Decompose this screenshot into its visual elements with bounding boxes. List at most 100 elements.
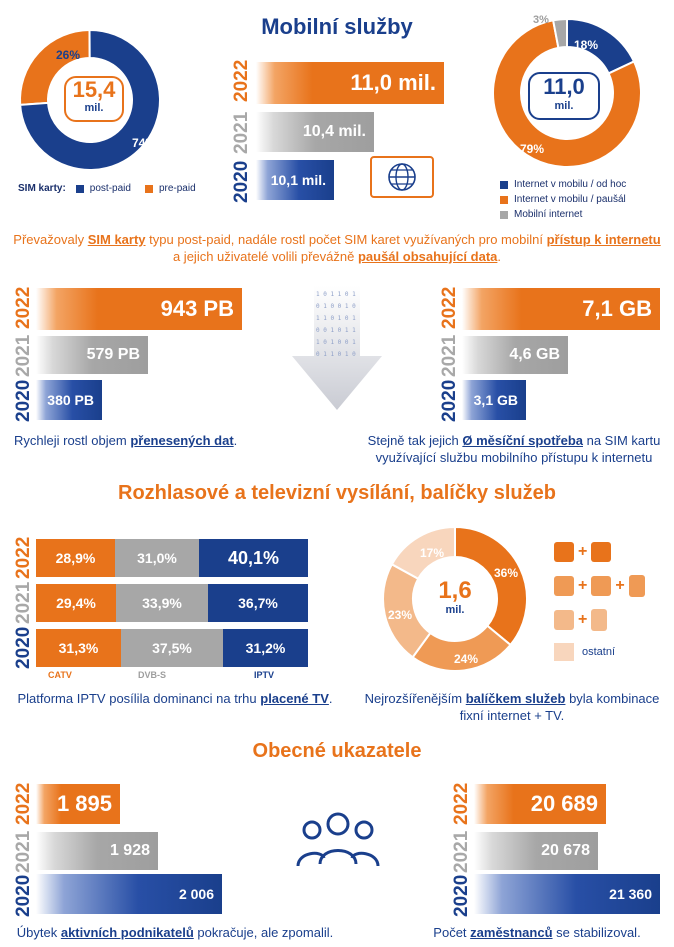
caption-consumption: Stejně tak jejich Ø měsíční spotřeba na …	[356, 432, 672, 466]
caption-link: Ø měsíční spotřeba	[462, 433, 583, 448]
internet-donut-slice-2	[551, 17, 568, 49]
section-title-tv: Rozhlasové a televizní vysílání, balíčky…	[118, 482, 556, 504]
caption-link: přenesených dat	[130, 433, 234, 448]
sim-donut-center: 15,4 mil.	[64, 76, 124, 122]
legend-row: +	[554, 540, 664, 564]
bundle-label-17: 17%	[420, 546, 445, 560]
bar-value: 11,0 mil.	[350, 70, 436, 95]
tv-icon	[591, 576, 612, 596]
data-arrow-icon: 1 0 1 1 0 1 0 1 0 0 1 0 1 1 0 1 0 1 0 0 1 …	[292, 286, 382, 410]
year-label: 2020	[451, 874, 472, 918]
tv-segment-catv: 28,9%	[36, 539, 115, 577]
bar-employees-2022: 20 689	[474, 784, 606, 824]
year-label: 2022	[13, 286, 34, 330]
svg-text:0 1 0 0 1 0: 0 1 0 0 1 0	[316, 303, 356, 310]
phone-icon	[591, 609, 608, 631]
bar-value: 943 PB	[160, 296, 234, 321]
year-label: 2022	[13, 536, 34, 579]
legend-row: +	[554, 608, 664, 632]
internet-label-pausal: 79%	[520, 142, 545, 156]
caption-iptv: Platforma IPTV posílila dominanci na trh…	[0, 690, 350, 707]
tv-segment-dvbs: 37,5%	[121, 629, 223, 667]
bar-sim-2022: 11,0 mil.	[256, 62, 444, 104]
caption-text: fixní internet + TV.	[459, 708, 565, 723]
svg-text:1 0 1 0 0 1: 1 0 1 0 0 1	[316, 339, 356, 346]
phone-icon	[628, 575, 645, 597]
svg-text:1 1 0 1 0 1: 1 1 0 1 0 1	[316, 315, 356, 322]
sim-label-postpaid: 74%	[132, 136, 157, 150]
caption-employees: Počet zaměstnanců se stabilizoval.	[400, 924, 674, 941]
year-label: 2021	[439, 334, 460, 378]
caption-text: Nejrozšířenějším	[364, 691, 466, 706]
bar-data-2022: 943 PB	[36, 288, 242, 330]
sim-legend-prepaid: pre-paid	[158, 183, 196, 194]
year-label: 2021	[13, 830, 34, 874]
caption-text: .	[497, 249, 502, 264]
tv-segment-iptv: 40,1%	[199, 539, 308, 577]
year-label: 2020	[13, 626, 34, 669]
caption-text: a jejich uživatelé volili převážně	[172, 249, 358, 264]
caption-text: Rychleji rostl objem	[14, 433, 131, 448]
bar-value: 21 360	[609, 886, 652, 902]
sim-legend-postpaid: post-paid	[89, 183, 131, 194]
bundle-donut-center: 1,6 mil.	[425, 577, 485, 617]
caption-link: přístup k internetu	[546, 232, 661, 247]
year-label: 2020	[231, 160, 252, 204]
internet-donut-slice-1	[492, 19, 642, 168]
internet-label-adhoc: 18%	[574, 38, 599, 52]
svg-text:0 0 1 0 1 1: 0 0 1 0 1 1	[316, 327, 356, 334]
caption-mobile: Převažovaly SIM karty typu post-paid, na…	[0, 231, 674, 265]
bar-value: 20 678	[541, 842, 590, 859]
bar-value: 1 928	[109, 842, 150, 859]
legend-swatch-blue	[500, 180, 508, 189]
legend-swatch-orange	[144, 184, 153, 193]
svg-text:1 0 1 1 0 1: 1 0 1 1 0 1	[316, 291, 356, 298]
sim-donut-chart	[19, 28, 161, 171]
bar-value: 10,1 mil.	[270, 172, 326, 188]
legend-label: Internet v mobilu / od hoc	[514, 179, 627, 190]
caption-text: .	[328, 691, 333, 706]
bar-value: 380 PB	[47, 392, 94, 408]
bar-sim-2021: 10,4 mil.	[256, 112, 374, 152]
caption-link: placené TV	[260, 691, 329, 706]
legend-row: Mobilní internet	[500, 209, 626, 220]
bundle-label-23: 23%	[388, 608, 413, 622]
year-label: 2022	[439, 286, 460, 330]
section-title-mobile: Mobilní služby	[261, 14, 413, 39]
bundle-donut-chart	[382, 525, 528, 672]
tv-icon	[591, 542, 612, 562]
tv-segment-dvbs: 31,0%	[115, 539, 199, 577]
internet-donut-center: 11,0 mil.	[528, 72, 600, 120]
bar-entrepreneurs-2020: 2 006	[36, 874, 222, 914]
bar-entrepreneurs-2022: 1 895	[36, 784, 120, 824]
sim-legend-title: SIM karty:	[18, 183, 66, 194]
section-title-general: Obecné ukazatele	[252, 740, 422, 762]
legend-row: Internet v mobilu / paušál	[500, 194, 626, 205]
tv-label-catv: CATV	[48, 670, 72, 680]
bar-value: 10,4 mil.	[302, 123, 366, 140]
caption-link: zaměstnanců	[470, 925, 553, 940]
internet-icon	[554, 610, 574, 630]
bar-employees-2020: 21 360	[474, 874, 660, 914]
bundle-donut-slice-3	[390, 525, 456, 581]
internet-label-mobile: 3%	[533, 14, 549, 26]
legend-swatch-gray	[500, 210, 508, 219]
legend-row: + +	[554, 574, 664, 598]
tv-segment-catv: 31,3%	[36, 629, 121, 667]
caption-text: Stejně tak jejich	[367, 433, 463, 448]
year-label: 2020	[13, 379, 34, 423]
bundle-donut-value: 1,6	[438, 577, 472, 604]
bar-data-2020: 380 PB	[36, 380, 102, 420]
tv-segment-dvbs: 33,9%	[116, 584, 208, 622]
internet-donut-value: 11,0	[543, 74, 585, 99]
people-group-icon	[296, 812, 380, 867]
plus-sign: +	[578, 543, 588, 560]
tv-label-iptv: IPTV	[254, 670, 275, 680]
other-swatch	[554, 643, 574, 661]
sim-donut-slice-1	[19, 29, 161, 171]
legend-row: ostatní	[554, 642, 664, 662]
other-label: ostatní	[582, 646, 616, 658]
bar-value: 579 PB	[86, 346, 140, 363]
caption-link: balíčkem služeb	[465, 691, 566, 706]
bar-value: 7,1 GB	[582, 296, 652, 321]
